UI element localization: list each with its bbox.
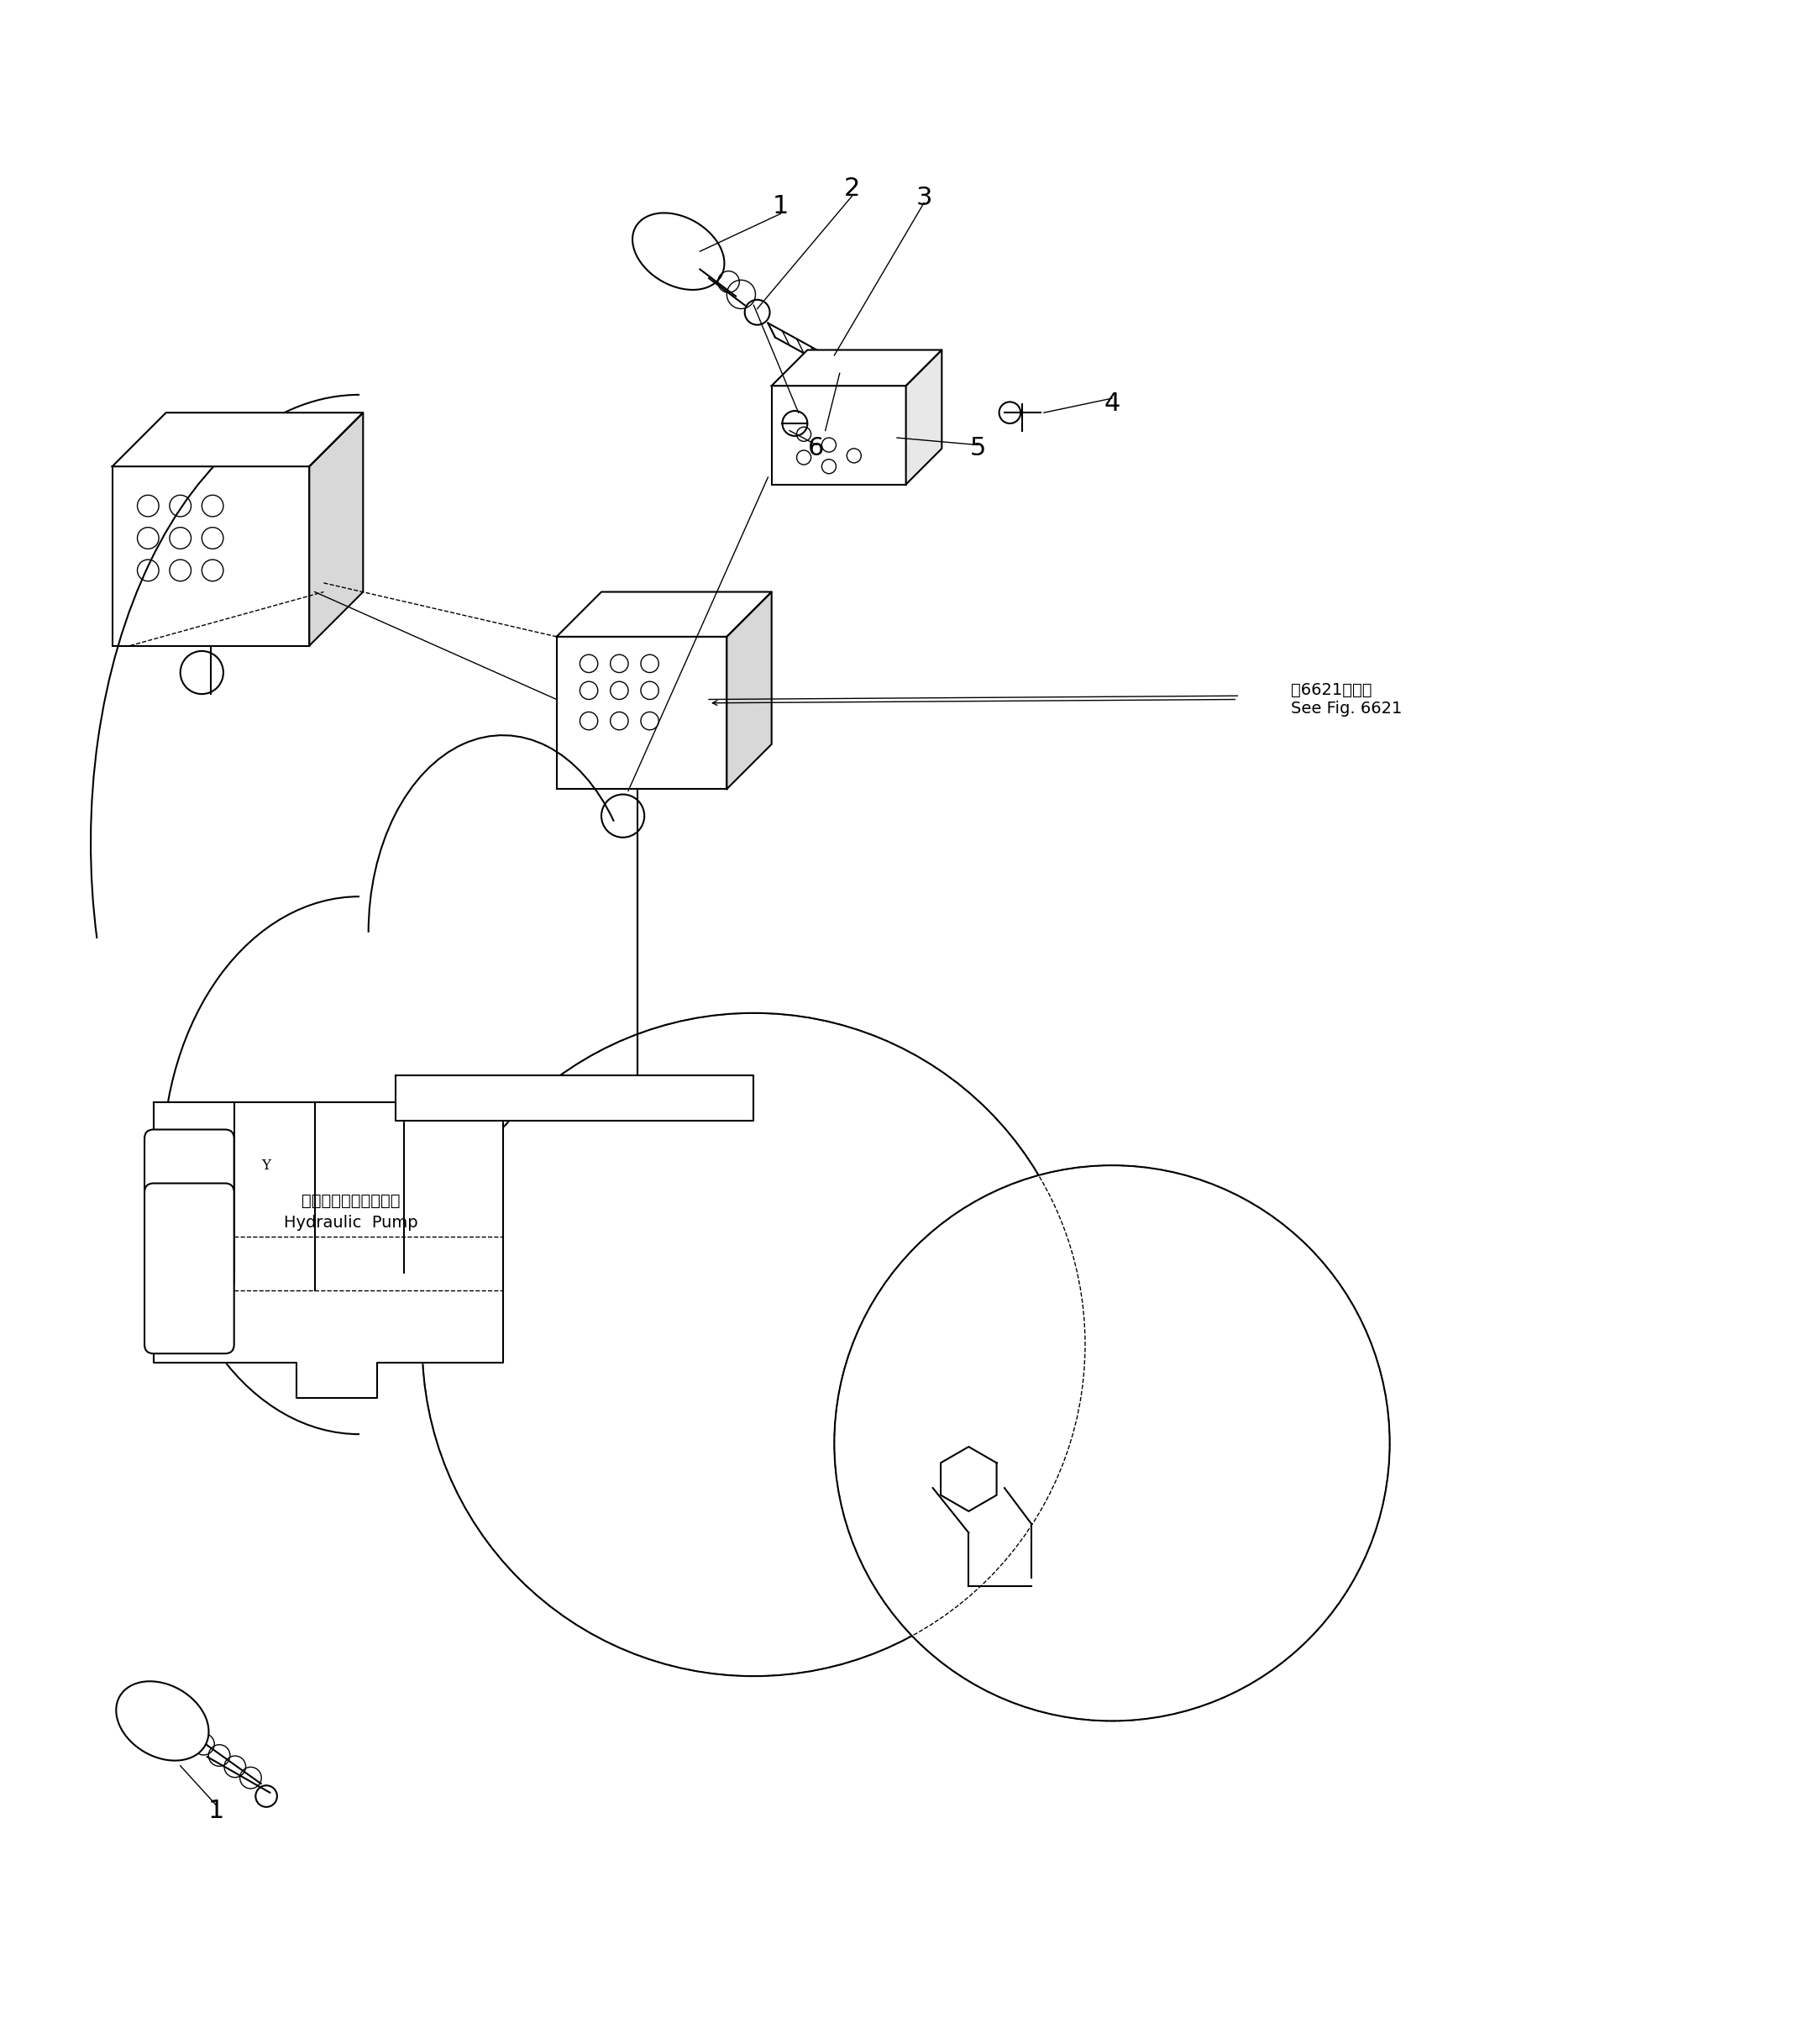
Polygon shape: [154, 1102, 502, 1398]
Text: 1: 1: [773, 194, 789, 219]
Ellipse shape: [117, 1682, 208, 1760]
Text: 6: 6: [809, 435, 825, 460]
Text: 2: 2: [843, 176, 861, 200]
Text: 3: 3: [915, 186, 933, 211]
Polygon shape: [113, 413, 362, 466]
Text: Y: Y: [262, 1159, 271, 1173]
Polygon shape: [556, 593, 771, 636]
FancyBboxPatch shape: [145, 1130, 233, 1292]
Text: ハイドロリックポンプ: ハイドロリックポンプ: [301, 1194, 400, 1210]
Bar: [113, 466, 309, 646]
Circle shape: [834, 1165, 1390, 1721]
Text: Hydraulic  Pump: Hydraulic Pump: [283, 1214, 418, 1230]
Polygon shape: [309, 413, 362, 646]
Text: 5: 5: [969, 435, 985, 460]
Polygon shape: [771, 350, 942, 386]
Text: 4: 4: [1103, 392, 1119, 415]
FancyBboxPatch shape: [145, 1183, 233, 1353]
Ellipse shape: [633, 213, 725, 290]
Circle shape: [422, 1014, 1085, 1676]
Polygon shape: [940, 1447, 997, 1511]
Text: 第6621図参照
See Fig. 6621: 第6621図参照 See Fig. 6621: [1292, 683, 1403, 717]
Bar: [556, 636, 727, 789]
Polygon shape: [727, 593, 771, 789]
Polygon shape: [906, 350, 942, 484]
Text: 1: 1: [208, 1799, 224, 1823]
Polygon shape: [395, 1075, 753, 1120]
Bar: [771, 386, 906, 484]
